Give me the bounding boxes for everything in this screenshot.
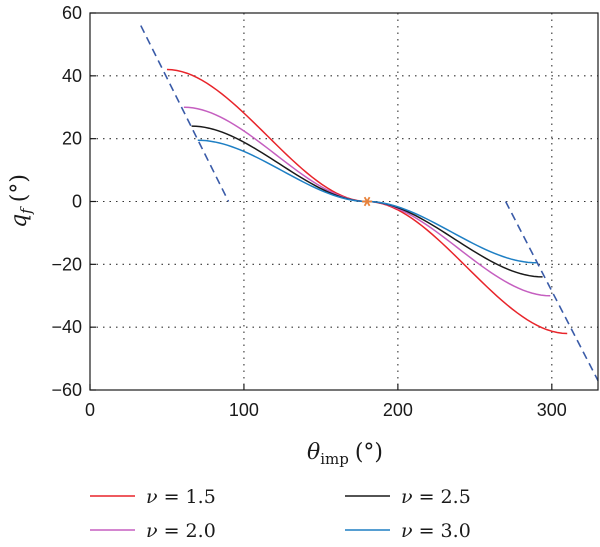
boundary-line xyxy=(504,201,599,381)
center-marker-group xyxy=(362,196,373,207)
legend: ν = 1.5 ν = 2.0 ν = 2.5 ν = 3.0 xyxy=(90,486,471,542)
legend-label: ν = 3.0 xyxy=(401,520,471,542)
legend-label: ν = 2.5 xyxy=(401,486,471,508)
x-tick-label: 300 xyxy=(537,400,567,420)
y-tick-label: 20 xyxy=(62,129,82,149)
y-tick-label: −40 xyxy=(51,317,82,337)
x-tick-label: 200 xyxy=(383,400,413,420)
y-tick-label: −20 xyxy=(51,254,82,274)
x-tick-label: 100 xyxy=(229,400,259,420)
center-marker xyxy=(362,196,373,207)
legend-item: ν = 2.0 xyxy=(90,520,216,542)
legend-item: ν = 3.0 xyxy=(345,520,471,542)
y-tick-label: 40 xyxy=(62,66,82,86)
legend-label: ν = 2.0 xyxy=(146,520,216,542)
legend-item: ν = 1.5 xyxy=(90,486,216,508)
legend-label: ν = 1.5 xyxy=(146,486,216,508)
boundary-line xyxy=(140,25,230,202)
y-tick-label: −60 xyxy=(51,380,82,400)
legend-item: ν = 2.5 xyxy=(345,486,471,508)
y-tick-label: 60 xyxy=(62,3,82,23)
boundary-lines xyxy=(140,25,599,381)
y-axis-title: qf(°) xyxy=(7,174,35,228)
grid xyxy=(90,13,598,390)
y-tick-label: 0 xyxy=(72,192,82,212)
axis-ticks: 0 100 200 300 −60 −40 −20 0 20 40 60 xyxy=(51,3,566,420)
x-axis-title: θimp (°) xyxy=(307,440,383,468)
x-tick-label: 0 xyxy=(85,400,95,420)
